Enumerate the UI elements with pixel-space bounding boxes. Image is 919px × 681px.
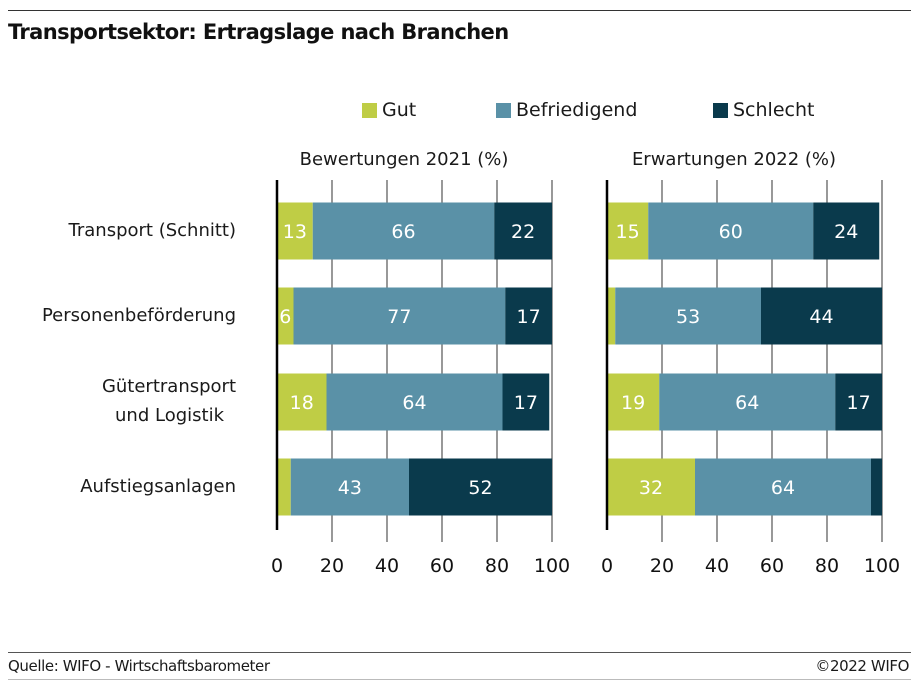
data-label: 13 [283, 221, 307, 243]
data-label: 17 [517, 306, 541, 328]
data-label: 52 [468, 477, 492, 499]
bottom-rule [8, 652, 911, 653]
category-label-line: Aufstiegsanlagen [80, 475, 236, 497]
data-label: 64 [735, 392, 759, 414]
x-tick-label: 60 [760, 555, 784, 577]
copyright: ©2022 WIFO [815, 657, 909, 675]
legend: Gut Befriedigend Schlecht [0, 99, 919, 123]
category-label-line: Gütertransport [101, 376, 236, 397]
data-label: 53 [676, 306, 700, 328]
data-label: 77 [387, 306, 411, 328]
x-tick-label: 0 [271, 555, 283, 577]
bar-segment-befriedigend [290, 458, 409, 516]
bar-segment-befriedigend [695, 458, 871, 516]
chart-title: Transportsektor: Ertragslage nach Branch… [8, 20, 509, 44]
bar-segment-schlecht [813, 202, 880, 260]
category-label: Personenbeförderung [42, 301, 236, 330]
bar-segment-schlecht [835, 373, 882, 431]
bar-segment-schlecht [502, 373, 550, 431]
data-label: 32 [639, 477, 663, 499]
data-label: 17 [847, 392, 871, 414]
bar-segment-befriedigend [615, 287, 761, 345]
data-label: 15 [616, 221, 640, 243]
bar-segment-gut [607, 458, 695, 516]
bar-segment-gut [277, 287, 294, 345]
x-tick-label: 40 [375, 555, 399, 577]
bar-segment-befriedigend [659, 373, 836, 431]
bar-segment-gut [277, 373, 327, 431]
bar-segment-befriedigend [293, 287, 506, 345]
bar-segment-schlecht [871, 458, 882, 516]
bar-segment-befriedigend [648, 202, 814, 260]
data-label: 6 [279, 306, 291, 328]
legend-swatch-gut [362, 102, 377, 118]
panel-title-2022: Erwartungen 2022 (%) [631, 149, 837, 170]
x-tick-label: 40 [705, 555, 729, 577]
bar-segment-befriedigend [326, 373, 503, 431]
top-rule [8, 10, 911, 11]
data-label: 43 [338, 477, 362, 499]
category-label: Transport (Schnitt) [69, 216, 236, 245]
data-label: 24 [834, 221, 858, 243]
x-tick-label: 60 [430, 555, 454, 577]
category-label: Gütertransport und Logistik [102, 372, 236, 430]
legend-item-schlecht: Schlecht [713, 99, 814, 121]
bar-segment-schlecht [409, 458, 552, 516]
legend-label-befriedigend: Befriedigend [516, 99, 638, 121]
bar-segment-gut [607, 287, 616, 345]
bar-segment-gut [607, 373, 660, 431]
legend-item-befriedigend: Befriedigend [496, 99, 637, 121]
x-tick-label: 100 [534, 555, 570, 577]
x-tick-label: 100 [864, 555, 900, 577]
bar-segment-befriedigend [312, 202, 495, 260]
data-label: 22 [511, 221, 535, 243]
panel-title-2021: Bewertungen 2021 (%) [299, 149, 509, 170]
data-label: 60 [719, 221, 743, 243]
data-label: 44 [809, 306, 833, 328]
bar-segment-gut [607, 202, 649, 260]
x-tick-label: 20 [320, 555, 344, 577]
bar-segment-gut [277, 202, 313, 260]
data-label: 64 [771, 477, 795, 499]
data-label: 66 [391, 221, 415, 243]
legend-label-schlecht: Schlecht [733, 99, 815, 121]
x-tick-label: 0 [601, 555, 613, 577]
category-label-line: Transport (Schnitt) [68, 219, 236, 241]
x-tick-label: 80 [485, 555, 509, 577]
x-tick-label: 80 [815, 555, 839, 577]
data-label: 64 [402, 392, 426, 414]
legend-swatch-schlecht [713, 102, 728, 118]
bar-segment-schlecht [494, 202, 552, 260]
bar-segment-schlecht [505, 287, 552, 345]
category-label-line: Personenbeförderung [41, 304, 236, 326]
bottom-rule-2 [8, 679, 911, 680]
bar-segment-schlecht [761, 287, 882, 345]
category-label: Aufstiegsanlagen [80, 472, 236, 501]
x-tick-label: 20 [650, 555, 674, 577]
data-label: 17 [514, 392, 538, 414]
data-label: 19 [621, 392, 645, 414]
data-label: 18 [290, 392, 314, 414]
legend-swatch-befriedigend [496, 102, 511, 118]
category-label-line: und Logistik [115, 405, 224, 426]
legend-item-gut: Gut [362, 99, 416, 121]
source-note: Quelle: WIFO - Wirtschaftsbarometer [8, 657, 270, 675]
bar-segment-gut [277, 458, 291, 516]
legend-label-gut: Gut [382, 99, 417, 121]
